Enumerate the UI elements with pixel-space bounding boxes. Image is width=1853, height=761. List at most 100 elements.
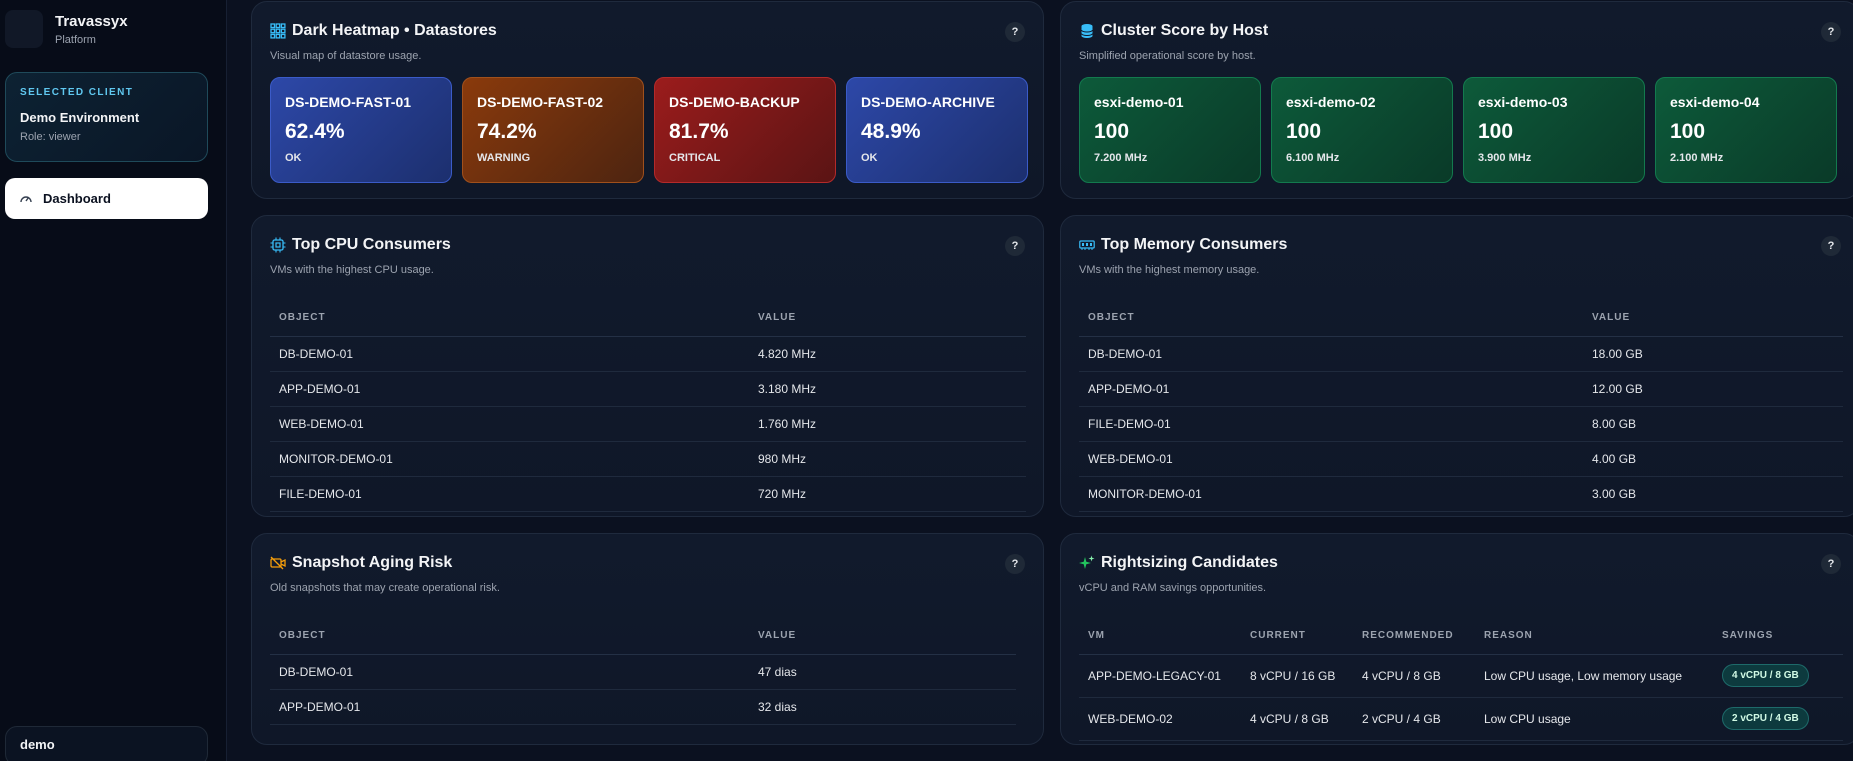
datastore-tile[interactable]: DS-DEMO-ARCHIVE 48.9% OK bbox=[846, 77, 1028, 183]
column-header: VALUE bbox=[749, 618, 1016, 655]
table-cell: WEB-DEMO-01 bbox=[1079, 441, 1583, 477]
snapshot-aging-panel: Snapshot Aging Risk Old snapshots that m… bbox=[251, 533, 1044, 745]
table-row[interactable]: MONITOR-DEMO-01 980 MHz bbox=[270, 441, 1026, 477]
snapshot-table: OBJECT VALUE DB-DEMO-01 47 dias APP-DEMO-01 3… bbox=[270, 618, 1016, 725]
rightsizing-panel: Rightsizing Candidates vCPU and RAM savi… bbox=[1060, 533, 1853, 745]
table-row[interactable]: APP-DEMO-LEGACY-01 8 vCPU / 16 GB 4 vCPU /… bbox=[1079, 654, 1843, 698]
column-header: VM bbox=[1079, 618, 1241, 655]
table-row[interactable]: WEB-DEMO-01 1.760 MHz bbox=[270, 406, 1026, 442]
datastore-value: 48.9% bbox=[861, 120, 921, 143]
table-cell: DB-DEMO-01 bbox=[1079, 336, 1583, 372]
top-memory-panel: Top Memory Consumers VMs with the highes… bbox=[1060, 215, 1853, 517]
table-cell: DB-DEMO-01 bbox=[270, 654, 749, 690]
table-cell: 32 dias bbox=[749, 689, 1016, 725]
selected-client-label: SELECTED CLIENT bbox=[20, 87, 134, 98]
table-cell: 2 vCPU / 4 GB bbox=[1713, 697, 1843, 741]
host-tile[interactable]: esxi-demo-02 100 6.100 MHz bbox=[1271, 77, 1453, 183]
dashboard-gauge-icon bbox=[19, 192, 33, 206]
column-header: REASON bbox=[1475, 618, 1713, 655]
table-cell: APP-DEMO-01 bbox=[1079, 371, 1583, 407]
table-header-row: OBJECT VALUE bbox=[270, 300, 1026, 337]
selected-client-card[interactable]: SELECTED CLIENT Demo Environment Role: v… bbox=[5, 72, 208, 162]
column-header: RECOMMENDED bbox=[1353, 618, 1475, 655]
panel-title: Dark Heatmap • Datastores bbox=[292, 22, 497, 39]
grid-icon bbox=[270, 23, 286, 39]
cpu-table: OBJECT VALUE DB-DEMO-01 4.820 MHz APP-DEMO-0… bbox=[270, 300, 1026, 512]
help-button[interactable]: ? bbox=[1821, 236, 1841, 256]
table-row[interactable]: FILE-DEMO-01 720 MHz bbox=[270, 476, 1026, 512]
table-cell: 4 vCPU / 8 GB bbox=[1241, 697, 1353, 741]
table-cell: 720 MHz bbox=[749, 476, 1026, 512]
sidebar: Travassyx Platform SELECTED CLIENT Demo … bbox=[0, 0, 227, 761]
table-cell: DB-DEMO-01 bbox=[270, 336, 749, 372]
host-value: 100 bbox=[1670, 120, 1706, 143]
host-status: 6.100 MHz bbox=[1286, 152, 1340, 164]
table-row[interactable]: FILE-DEMO-01 8.00 GB bbox=[1079, 406, 1843, 442]
table-cell: 3.00 GB bbox=[1583, 476, 1843, 512]
table-cell: FILE-DEMO-01 bbox=[270, 476, 749, 512]
table-cell: 2 vCPU / 4 GB bbox=[1353, 697, 1475, 741]
table-row[interactable]: WEB-DEMO-01 4.00 GB bbox=[1079, 441, 1843, 477]
sidebar-item-dashboard[interactable]: Dashboard bbox=[5, 178, 208, 219]
cluster-score-panel: Cluster Score by Host Simplified operati… bbox=[1060, 1, 1853, 199]
client-role: Role: viewer bbox=[20, 131, 81, 143]
table-cell: 47 dias bbox=[749, 654, 1016, 690]
help-button[interactable]: ? bbox=[1005, 554, 1025, 574]
table-cell: 4.820 MHz bbox=[749, 336, 1026, 372]
table-cell: APP-DEMO-LEGACY-01 bbox=[1079, 654, 1241, 698]
table-row[interactable]: APP-DEMO-01 32 dias bbox=[270, 689, 1016, 725]
table-cell: FILE-DEMO-01 bbox=[1079, 406, 1583, 442]
datastore-tile[interactable]: DS-DEMO-FAST-01 62.4% OK bbox=[270, 77, 452, 183]
help-button[interactable]: ? bbox=[1821, 22, 1841, 42]
datastore-name: DS-DEMO-FAST-02 bbox=[477, 94, 604, 110]
table-cell: 8.00 GB bbox=[1583, 406, 1843, 442]
host-tiles: esxi-demo-01 100 7.200 MHz esxi-demo-02 100 6… bbox=[1079, 77, 1837, 183]
table-cell: 4 vCPU / 8 GB bbox=[1353, 654, 1475, 698]
database-icon bbox=[1079, 23, 1095, 39]
memory-table: OBJECT VALUE DB-DEMO-01 18.00 GB APP-DEMO-01… bbox=[1079, 300, 1843, 512]
host-tile[interactable]: esxi-demo-03 100 3.900 MHz bbox=[1463, 77, 1645, 183]
savings-badge: 2 vCPU / 4 GB bbox=[1722, 707, 1809, 730]
panel-title: Cluster Score by Host bbox=[1101, 22, 1269, 39]
table-cell: 12.00 GB bbox=[1583, 371, 1843, 407]
user-name: demo bbox=[20, 737, 55, 752]
help-button[interactable]: ? bbox=[1005, 236, 1025, 256]
table-row[interactable]: WEB-DEMO-02 4 vCPU / 8 GB 2 vCPU / 4 GB Low… bbox=[1079, 697, 1843, 741]
host-tile[interactable]: esxi-demo-04 100 2.100 MHz bbox=[1655, 77, 1837, 183]
datastore-heatmap-panel: Dark Heatmap • Datastores Visual map of … bbox=[251, 1, 1044, 199]
host-value: 100 bbox=[1094, 120, 1130, 143]
table-row[interactable]: APP-DEMO-01 3.180 MHz bbox=[270, 371, 1026, 407]
table-row[interactable]: DB-DEMO-01 47 dias bbox=[270, 654, 1016, 690]
host-value: 100 bbox=[1478, 120, 1514, 143]
table-row[interactable]: MONITOR-DEMO-01 3.00 GB bbox=[1079, 476, 1843, 512]
sidebar-item-label: Dashboard bbox=[43, 191, 111, 206]
table-cell: 8 vCPU / 16 GB bbox=[1241, 654, 1353, 698]
panel-subtitle: Simplified operational score by host. bbox=[1079, 50, 1256, 62]
datastore-name: DS-DEMO-BACKUP bbox=[669, 94, 800, 110]
table-row[interactable]: DB-DEMO-01 4.820 MHz bbox=[270, 336, 1026, 372]
table-cell: APP-DEMO-01 bbox=[270, 689, 749, 725]
table-header-row: OBJECT VALUE bbox=[1079, 300, 1843, 337]
datastore-value: 81.7% bbox=[669, 120, 729, 143]
column-header: CURRENT bbox=[1241, 618, 1353, 655]
host-name: esxi-demo-02 bbox=[1286, 94, 1376, 110]
table-row[interactable]: APP-DEMO-01 12.00 GB bbox=[1079, 371, 1843, 407]
table-cell: 4 vCPU / 8 GB bbox=[1713, 654, 1843, 698]
datastore-status: WARNING bbox=[477, 152, 531, 164]
host-tile[interactable]: esxi-demo-01 100 7.200 MHz bbox=[1079, 77, 1261, 183]
savings-badge: 4 vCPU / 8 GB bbox=[1722, 664, 1809, 687]
brand[interactable]: Travassyx Platform bbox=[5, 10, 128, 48]
user-menu[interactable]: demo bbox=[5, 726, 208, 761]
help-button[interactable]: ? bbox=[1821, 554, 1841, 574]
host-name: esxi-demo-04 bbox=[1670, 94, 1760, 110]
table-header-row: VM CURRENT RECOMMENDED REASON SAVINGS bbox=[1079, 618, 1843, 655]
datastore-tile[interactable]: DS-DEMO-BACKUP 81.7% CRITICAL bbox=[654, 77, 836, 183]
table-cell: Low CPU usage, Low memory usage bbox=[1475, 654, 1713, 698]
help-button[interactable]: ? bbox=[1005, 22, 1025, 42]
datastore-tile[interactable]: DS-DEMO-FAST-02 74.2% WARNING bbox=[462, 77, 644, 183]
column-header: OBJECT bbox=[270, 618, 749, 655]
column-header: OBJECT bbox=[270, 300, 749, 337]
table-cell: Low CPU usage bbox=[1475, 697, 1713, 741]
table-row[interactable]: DB-DEMO-01 18.00 GB bbox=[1079, 336, 1843, 372]
table-cell: MONITOR-DEMO-01 bbox=[270, 441, 749, 477]
